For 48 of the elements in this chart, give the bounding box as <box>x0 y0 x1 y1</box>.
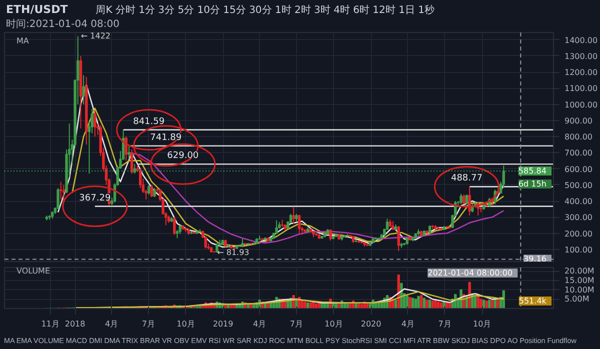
x-tick-label: 4月 <box>252 320 266 328</box>
y-tick-label: 15.00M <box>564 276 594 286</box>
annotation: 629.00 <box>167 151 199 162</box>
annotation: 841.59 <box>133 116 165 127</box>
x-tick-label: 7月 <box>438 320 452 328</box>
annotation: ← 81.93 <box>217 248 250 257</box>
x-tick-label: 7月 <box>290 320 303 328</box>
y-tick-label: 900.00 <box>564 116 592 126</box>
x-tick-label: 10月 <box>473 320 492 328</box>
y-tick-label: 500.00 <box>564 180 592 190</box>
annotation: 367.29 <box>79 193 111 204</box>
y-tick-label: 20.00M <box>564 266 594 276</box>
annotation: 551.4k <box>518 296 547 306</box>
y-tick-label: 1300.00 <box>564 52 598 61</box>
y-tick-label: 1000.00 <box>564 100 598 110</box>
x-tick-label: 2020 <box>360 320 382 328</box>
ref-line-label: 585.84 <box>518 166 546 176</box>
text: 周K 分时 1分 3分 5分 10分 15分 30分 1时 2时 3时 4时 6时 12时 1日 1秒 <box>96 5 434 16</box>
ref-line-label: 39.16 <box>524 254 546 264</box>
x-tick-label: 4月 <box>401 320 414 328</box>
annotation: 488.77 <box>450 174 482 184</box>
annotation: MA <box>16 36 30 46</box>
chart-subtitle: 时间:2021-01-04 08:00 <box>0 19 434 30</box>
x-tick-label: 10月 <box>324 320 343 328</box>
annotation: 741.89 <box>150 132 182 143</box>
y-tick-label: 10.00M <box>564 285 594 294</box>
annotation: VOLUME <box>16 266 50 276</box>
y-tick-label: 800.00 <box>564 132 592 142</box>
y-tick-label: 5.00M <box>564 294 590 304</box>
y-tick-label: 100.00 <box>564 245 592 254</box>
x-tick-label: 10月 <box>176 320 195 328</box>
y-tick-label: 400.00 <box>564 197 592 206</box>
y-tick-label: 200.00 <box>564 229 592 238</box>
annotation: ← 1422 <box>80 32 110 41</box>
y-tick-label: 1200.00 <box>564 68 598 78</box>
x-tick-label: 2018 <box>64 320 86 328</box>
y-tick-label: 300.00 <box>564 213 592 222</box>
y-tick-label: 600.00 <box>564 164 592 174</box>
x-tick-label: 11月 <box>41 320 60 328</box>
x-tick-label: 2019 <box>212 320 234 328</box>
x-tick-label: 4月 <box>105 320 118 328</box>
chart-title: ETH/USDT <box>6 3 68 16</box>
y-tick-label: 700.00 <box>564 148 592 158</box>
annotation: 6d 15h <box>518 180 546 189</box>
y-tick-label: 1100.00 <box>564 84 598 94</box>
ref-line-label: 2021-01-04 08:00:00 <box>428 268 513 278</box>
y-tick-label: 1400.00 <box>564 36 598 45</box>
x-tick-label: 7月 <box>142 320 155 328</box>
